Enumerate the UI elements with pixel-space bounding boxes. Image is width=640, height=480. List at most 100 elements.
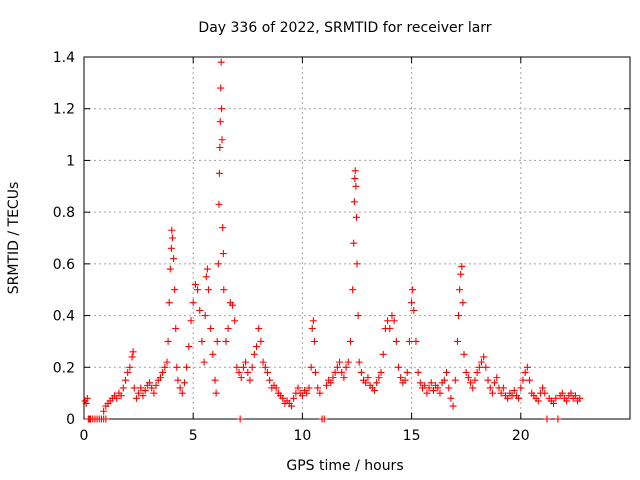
data-point: [174, 376, 182, 384]
data-point: [488, 389, 496, 397]
data-point: [449, 402, 457, 410]
data-point: [552, 394, 560, 402]
data-point: [312, 368, 320, 376]
data-point: [303, 389, 311, 397]
data-point: [244, 368, 252, 376]
data-point: [576, 394, 584, 402]
data-point: [403, 368, 411, 376]
data-point: [202, 273, 210, 281]
data-point: [320, 415, 328, 423]
data-point: [445, 384, 453, 392]
data-point: [126, 363, 134, 371]
data-point: [460, 350, 468, 358]
x-tick-label: 10: [293, 428, 311, 444]
data-point: [523, 363, 531, 371]
data-point: [480, 353, 488, 361]
data-point: [139, 392, 147, 400]
data-point: [352, 182, 360, 190]
data-point: [370, 387, 378, 395]
data-point: [349, 286, 357, 294]
data-point: [257, 337, 265, 345]
x-tick-label: 20: [512, 428, 530, 444]
data-point: [409, 286, 417, 294]
data-point: [173, 363, 181, 371]
data-point: [250, 350, 258, 358]
data-point: [558, 389, 566, 397]
data-point: [314, 384, 322, 392]
data-point: [215, 200, 223, 208]
data-point: [451, 376, 459, 384]
data-point: [388, 312, 396, 320]
data-point: [242, 358, 250, 366]
data-point: [515, 394, 523, 402]
data-point: [443, 368, 451, 376]
data-point: [434, 384, 442, 392]
data-point: [357, 368, 365, 376]
data-point: [397, 374, 405, 382]
y-axis-label: SRMTID / TECUs: [6, 182, 22, 295]
data-point: [183, 363, 191, 371]
data-point: [156, 374, 164, 382]
data-point: [253, 343, 261, 351]
data-point: [233, 363, 241, 371]
data-point: [453, 337, 461, 345]
data-point: [322, 381, 330, 389]
data-point: [550, 399, 558, 407]
data-point: [218, 136, 226, 144]
y-tick-label: 0: [66, 412, 75, 428]
data-point: [235, 368, 243, 376]
data-point: [219, 250, 227, 258]
data-point: [124, 368, 132, 376]
data-point: [100, 407, 108, 415]
data-point: [471, 376, 479, 384]
data-point: [130, 384, 138, 392]
data-point: [392, 337, 400, 345]
data-point: [132, 394, 140, 402]
x-tick-label: 15: [403, 428, 421, 444]
data-point: [207, 325, 215, 332]
data-point: [467, 379, 475, 387]
data-point: [390, 317, 398, 325]
data-point: [567, 389, 575, 397]
data-point: [353, 213, 361, 221]
data-point: [307, 363, 315, 371]
data-point: [255, 325, 263, 332]
data-point: [462, 368, 470, 376]
data-point: [165, 299, 173, 307]
data-point: [152, 381, 160, 389]
data-point: [236, 415, 244, 423]
data-point: [346, 337, 354, 345]
data-point: [459, 299, 467, 307]
data-point: [336, 358, 344, 366]
y-tick-label: 0.4: [53, 309, 75, 325]
data-point: [410, 306, 418, 314]
data-point: [216, 118, 224, 126]
data-point: [351, 167, 359, 175]
data-point: [290, 394, 298, 402]
data-point: [204, 286, 212, 294]
data-point: [263, 368, 271, 376]
x-tick-label: 0: [80, 428, 89, 444]
data-point: [539, 384, 547, 392]
y-tick-label: 1.2: [53, 102, 75, 118]
data-point: [185, 343, 193, 351]
data-point: [150, 389, 158, 397]
data-point: [82, 399, 90, 407]
data-point: [412, 337, 420, 345]
data-point: [316, 389, 324, 397]
data-point: [447, 394, 455, 402]
data-point: [327, 379, 335, 387]
data-point: [217, 58, 225, 66]
data-point: [493, 374, 501, 382]
data-point: [191, 281, 199, 289]
data-point: [237, 374, 245, 382]
data-point: [305, 384, 313, 392]
data-point: [401, 376, 409, 384]
plot-frame: [83, 56, 631, 420]
data-point: [218, 105, 226, 113]
y-tick-label: 1: [66, 153, 75, 169]
data-point: [216, 144, 224, 151]
y-tick-label: 1.4: [53, 50, 75, 66]
data-point: [457, 270, 465, 278]
data-point: [353, 260, 361, 268]
